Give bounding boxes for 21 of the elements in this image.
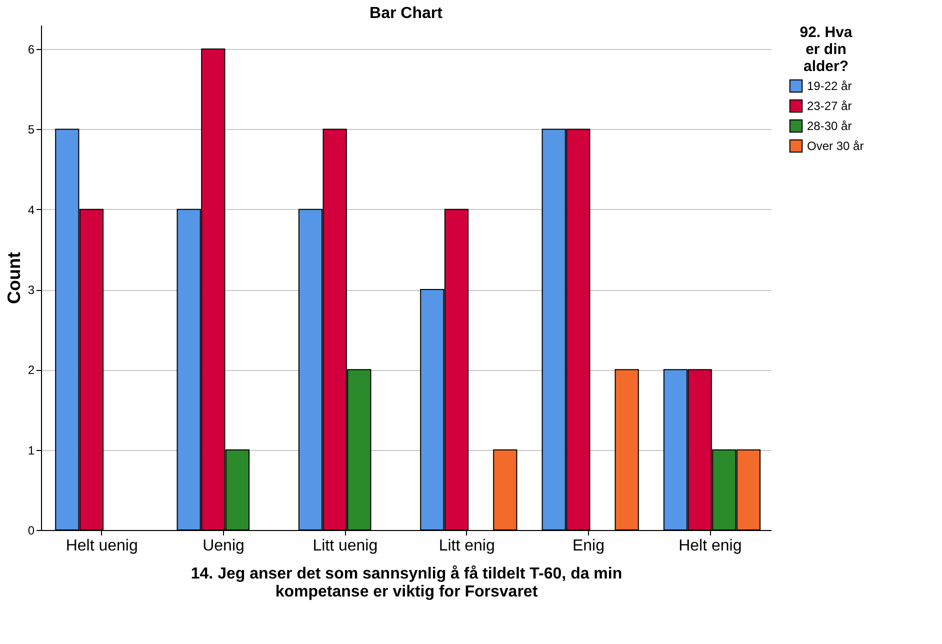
x-axis-title: 14. Jeg anser det som sannsynlig å få tildelt T-60, da min kompetanse er viktig for Forsvaret (190, 564, 622, 600)
x-tick-label: Helt enig (678, 538, 742, 554)
y-tick-label: 0 (28, 524, 35, 538)
legend-label: 23-27 år (807, 99, 852, 113)
legend-title: 92. Hva er din alder? (800, 24, 853, 75)
legend-label: 19-22 år (807, 79, 852, 93)
x-tick-label: Uenig (202, 538, 244, 554)
x-tick-label: Litt enig (438, 538, 495, 554)
chart-title: Bar Chart (370, 5, 444, 22)
legend-label: 28-30 år (807, 119, 852, 133)
y-tick-label: 1 (28, 443, 35, 458)
y-tick-label: 6 (28, 42, 35, 57)
y-tick-label: 5 (28, 122, 35, 137)
x-tick-label: Enig (572, 538, 605, 554)
y-tick-label: 3 (28, 283, 35, 298)
y-tick-label: 2 (28, 363, 35, 378)
y-axis-title: Count (4, 252, 24, 304)
x-tick-label: Helt uenig (66, 538, 138, 554)
x-tick-label: Litt uenig (312, 538, 378, 554)
y-tick-label: 4 (28, 202, 35, 217)
legend-label: Over 30 år (807, 139, 864, 153)
